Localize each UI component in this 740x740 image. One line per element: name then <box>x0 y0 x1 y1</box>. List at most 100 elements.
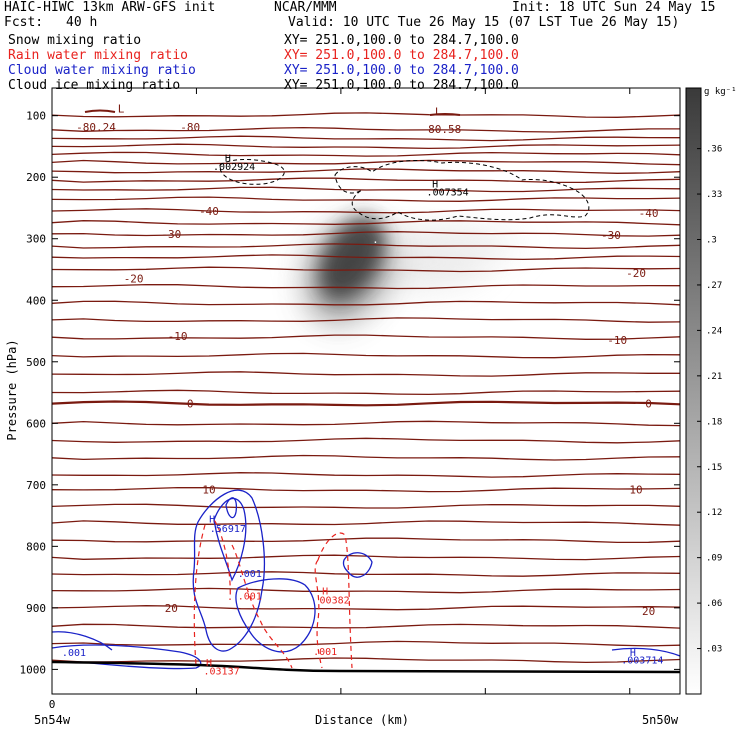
y-tick-label: 200 <box>26 171 46 184</box>
field-cloudice-xy: XY= 251.0,100.0 to 284.7,100.0 <box>284 78 519 93</box>
isotherm-line <box>52 472 680 478</box>
colorbar-tick-label: .03 <box>706 645 722 655</box>
isotherm-line <box>52 554 680 561</box>
isotherm-label: 0 <box>645 398 652 411</box>
field-snow-xy: XY= 251.0,100.0 to 284.7,100.0 <box>284 33 519 48</box>
colorbar-tick-label: .09 <box>706 554 722 564</box>
cloud-water-contour <box>225 497 238 519</box>
y-tick-label: 700 <box>26 479 46 492</box>
isotherm-line <box>52 420 680 427</box>
cloud-water-contour <box>213 497 247 582</box>
isotherm-line <box>52 657 680 664</box>
colorbar-tick-label: .27 <box>706 281 722 291</box>
isotherm-line <box>52 437 680 444</box>
rain-label: 00382 <box>320 595 350 606</box>
rain-contour <box>193 519 231 666</box>
cloud-water-contour <box>52 631 202 670</box>
cloud-water-contours <box>52 489 680 670</box>
isotherm-line <box>52 486 680 493</box>
model-title: HAIC-HIWC 13km ARW-GFS init <box>4 0 216 15</box>
x-end-label: 5n50w <box>642 713 679 727</box>
colorbar-tick-label: .33 <box>706 190 722 200</box>
colorbar-tick-label: .24 <box>706 326 722 336</box>
isotherm-line <box>52 371 680 377</box>
colorbar: .36 .33 .3 .27 .24 .21 .18 .15 .12 .09 .06 .03 <box>685 87 722 695</box>
isotherm-label: 20 <box>165 602 178 615</box>
colorbar-units: g kg⁻¹ <box>704 87 737 97</box>
y-tick-label: 300 <box>26 233 46 246</box>
cloud-ice-label: H <box>432 179 438 190</box>
terrain-line <box>52 660 680 674</box>
isotherm-label: 0 <box>187 398 194 411</box>
isotherm-line <box>52 168 680 174</box>
isotherm-line <box>52 126 680 133</box>
cloud-water-contour <box>342 552 373 578</box>
x-start-label: 5n54w <box>34 713 71 727</box>
rain-contour <box>314 532 353 669</box>
snow-max-marker: · <box>372 236 379 249</box>
y-tick-label: 1000 <box>20 663 47 676</box>
cloud-water-label: .003714 <box>621 656 663 667</box>
isotherm-line <box>52 454 680 461</box>
isotherm-line <box>52 317 680 323</box>
temperature-contours <box>52 109 680 664</box>
isotherm-line <box>52 243 680 250</box>
isotherm-line <box>52 135 680 142</box>
colorbar-tick-label: .36 <box>706 145 722 155</box>
isotherm-label: -30 <box>161 228 181 241</box>
y-tick-label: 600 <box>26 417 46 430</box>
y-tick-label: 800 <box>26 540 46 553</box>
isotherm-line <box>52 605 680 611</box>
cloud-water-label: .001 <box>62 648 86 659</box>
colorbar-tick-label: .3 <box>706 236 717 246</box>
isotherm-line <box>52 186 680 193</box>
ylabel: Pressure (hPa) <box>5 339 19 440</box>
isotherm-label: -40 <box>639 207 659 220</box>
cloud-water-contour <box>235 578 316 653</box>
org-label: NCAR/MMM <box>274 0 337 15</box>
isotherm-line <box>52 159 680 166</box>
cloud-water-label: H <box>630 648 636 659</box>
fcst-value: 40 h <box>66 15 98 30</box>
isotherm-line <box>52 196 680 202</box>
isotherm-label: -40 <box>199 205 219 218</box>
isotherm-line <box>52 231 680 237</box>
isotherm-line <box>52 503 680 509</box>
cloud-ice-label: H <box>225 154 231 165</box>
isotherm-label: -20 <box>626 267 646 280</box>
isotherm-label: -10 <box>607 334 627 347</box>
isotherm-closed <box>84 109 461 116</box>
isotherm-label: -80.58 <box>421 123 461 136</box>
x-zero-label: 0 <box>49 698 56 711</box>
isotherm-line <box>52 177 680 184</box>
colorbar-tick-label: .18 <box>706 417 722 427</box>
isotherm-line <box>52 112 680 118</box>
field-cloudwater-xy: XY= 251.0,100.0 to 284.7,100.0 <box>284 63 519 78</box>
cloud-water-label: .56917 <box>210 524 246 535</box>
isotherm-line <box>52 623 680 629</box>
low-marker: L <box>435 105 442 118</box>
cloud-ice-label: .002924 <box>213 162 255 173</box>
isotherm-line <box>52 537 680 544</box>
init-time: Init: 18 UTC Sun 24 May 15 <box>512 0 716 15</box>
y-tick-label: 900 <box>26 602 46 615</box>
isotherm-line <box>52 334 680 340</box>
plot-area <box>52 109 680 674</box>
isotherm-label: 20 <box>642 605 655 618</box>
isotherm-line <box>52 208 680 214</box>
rain-water-contours <box>193 519 353 669</box>
snow-mixing-ratio-shading <box>300 217 520 321</box>
field-snow-name: Snow mixing ratio <box>8 33 142 48</box>
isotherm-label: -20 <box>124 273 144 286</box>
isotherm-line <box>52 520 680 526</box>
rain-contour <box>231 544 293 669</box>
cloud-water-contour <box>192 489 266 652</box>
low-marker: L <box>118 102 125 115</box>
fcst-label: Fcst: <box>4 15 44 30</box>
cloud-ice-label: .007354 <box>427 187 469 198</box>
isotherm-line <box>52 571 680 577</box>
isotherm-line <box>52 352 680 359</box>
y-tick-label: 400 <box>26 294 46 307</box>
